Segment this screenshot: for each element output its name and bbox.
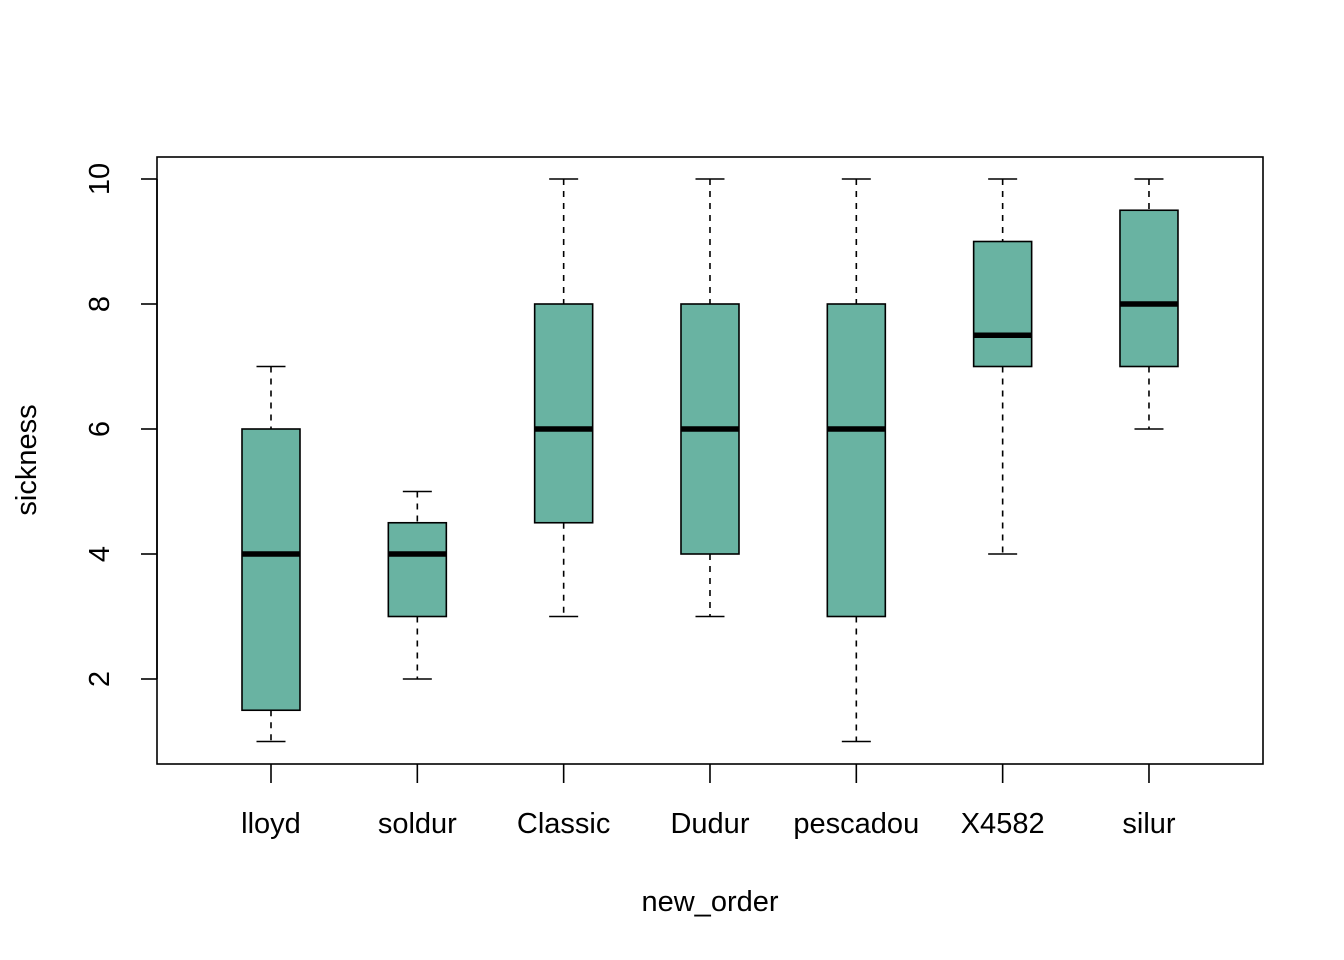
iqr-box xyxy=(826,303,887,618)
x-tick-label: silur xyxy=(1122,808,1176,840)
y-tick-label: 8 xyxy=(84,296,116,312)
iqr-box xyxy=(1119,209,1179,368)
y-axis: 2 4 6 8 10 xyxy=(84,163,158,687)
box-soldur xyxy=(387,490,448,680)
box-pescadou xyxy=(826,178,887,743)
x-axis-title: new_order xyxy=(641,886,778,918)
iqr-box xyxy=(241,428,301,712)
x-tick-label: X4582 xyxy=(961,808,1045,840)
y-axis-title: sickness xyxy=(11,404,43,515)
box-silur xyxy=(1119,178,1179,430)
box-X4582 xyxy=(972,178,1033,555)
x-axis: lloyd soldur Classic Dudur pescadou X4582 silu… xyxy=(241,764,1176,840)
box-Dudur xyxy=(680,178,740,618)
x-tick-label: lloyd xyxy=(241,808,301,840)
y-tick-label: 2 xyxy=(84,671,116,687)
iqr-box xyxy=(533,303,594,524)
y-tick-label: 6 xyxy=(84,421,116,437)
x-tick-label: soldur xyxy=(378,808,457,840)
box-lloyd xyxy=(241,365,301,743)
y-tick-label: 10 xyxy=(84,163,116,195)
iqr-box xyxy=(387,521,448,618)
x-tick-label: pescadou xyxy=(793,808,919,840)
iqr-box xyxy=(972,240,1033,368)
y-tick-label: 4 xyxy=(84,546,116,562)
box-group xyxy=(241,178,1179,743)
x-tick-label: Classic xyxy=(517,808,610,840)
box-Classic xyxy=(533,178,594,618)
x-tick-label: Dudur xyxy=(670,808,749,840)
